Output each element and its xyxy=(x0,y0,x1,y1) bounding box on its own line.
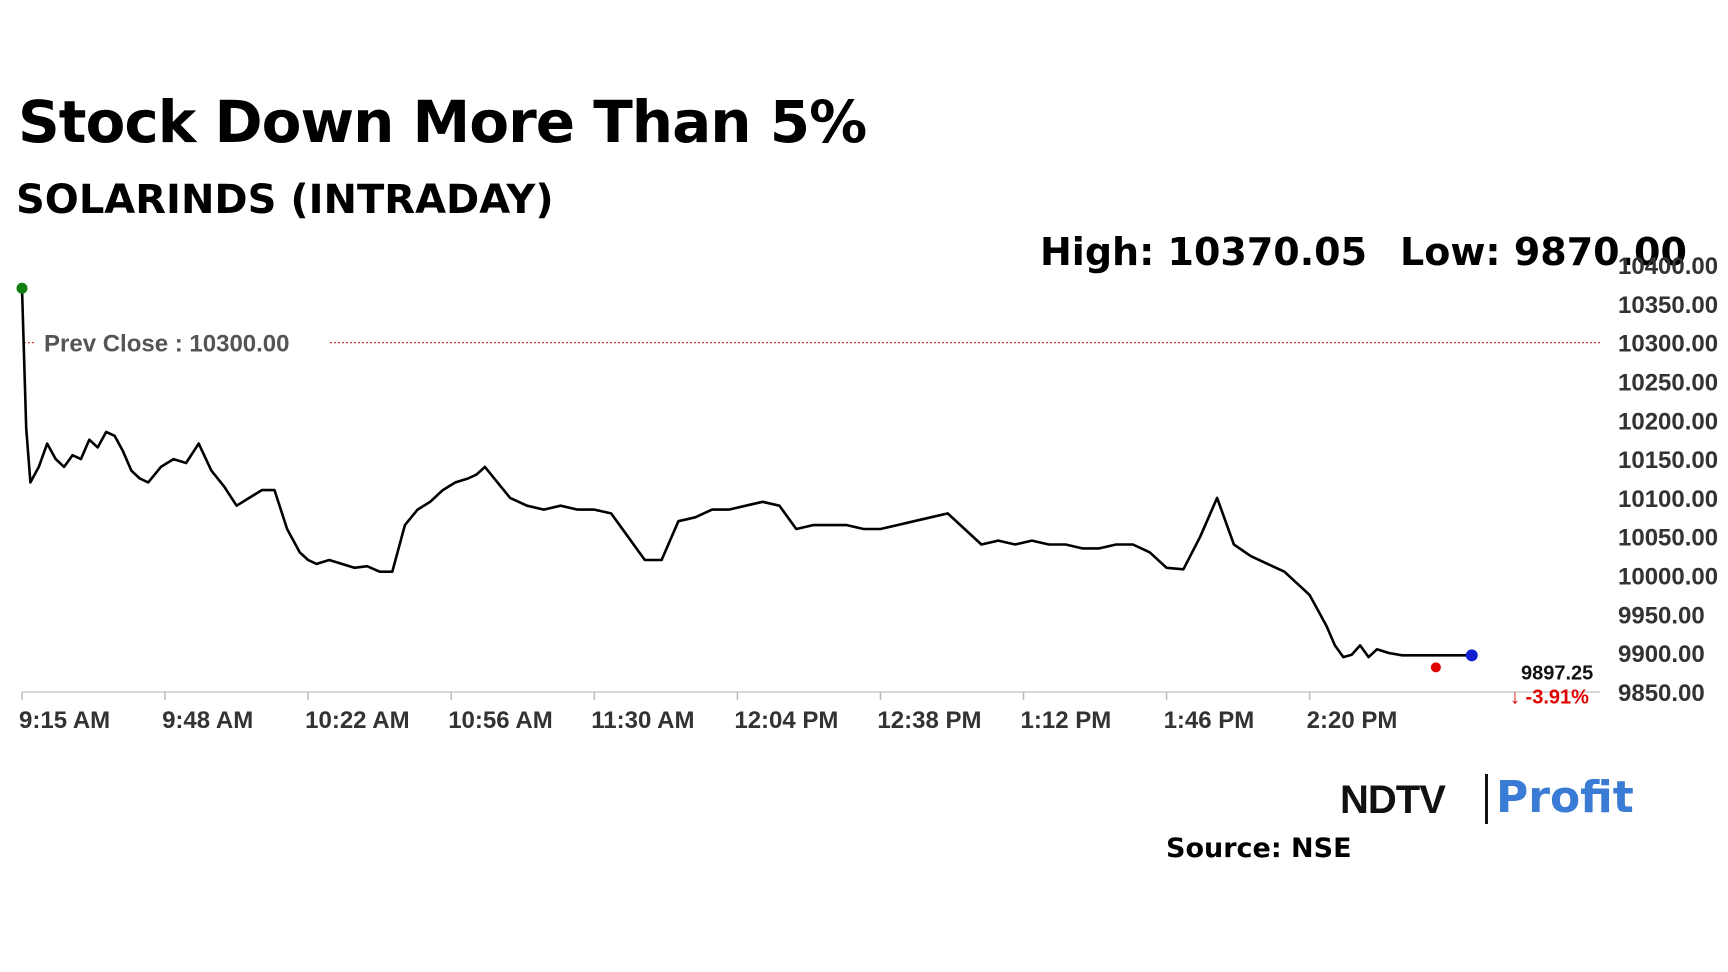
y-tick-label: 10200.00 xyxy=(1618,408,1718,435)
x-tick-label: 1:12 PM xyxy=(1021,707,1112,734)
open-marker xyxy=(16,282,28,294)
ndtv-logo-text: NDTV xyxy=(1340,778,1446,822)
y-tick-label: 10100.00 xyxy=(1618,486,1718,513)
low-marker xyxy=(1430,662,1441,673)
y-tick-label: 10250.00 xyxy=(1618,369,1718,396)
y-tick-label: 10400.00 xyxy=(1618,253,1718,280)
x-tick-label: 9:48 AM xyxy=(162,707,253,734)
x-tick-label: 10:22 AM xyxy=(305,707,409,734)
x-tick-label: 11:30 AM xyxy=(591,707,694,734)
logo-divider xyxy=(1485,774,1488,824)
y-tick-label: 10150.00 xyxy=(1618,447,1718,474)
low-stat: Low: 9870.00 xyxy=(1400,230,1687,274)
chart-subtitle: SOLARINDS (INTRADAY) xyxy=(16,177,554,223)
y-tick-label: 9850.00 xyxy=(1618,680,1705,707)
y-tick-label: 10000.00 xyxy=(1618,564,1718,591)
x-tick-label: 1:46 PM xyxy=(1164,707,1255,734)
intraday-line-chart: 10400.00 10350.00 10300.00 10250.00 10200.00… xyxy=(16,253,1718,734)
chart-title: Stock Down More Than 5% xyxy=(18,88,867,156)
y-tick-label: 10050.00 xyxy=(1618,525,1718,552)
y-tick-label: 9950.00 xyxy=(1618,602,1705,629)
ndtv-profit-logo: NDTV Profit xyxy=(1340,772,1640,828)
x-tick-label: 12:38 PM xyxy=(877,707,981,734)
last-value-label: 9897.25 xyxy=(1521,662,1593,684)
source-note: Source: NSE xyxy=(1166,833,1352,864)
x-tick-label: 10:56 AM xyxy=(448,707,552,734)
x-tick-label: 9:15 AM xyxy=(19,707,110,734)
y-tick-label: 9900.00 xyxy=(1618,641,1705,668)
y-tick-label: 10350.00 xyxy=(1618,292,1718,319)
last-marker xyxy=(1465,649,1478,662)
y-tick-label: 10300.00 xyxy=(1618,331,1718,358)
high-stat: High: 10370.05 xyxy=(1040,230,1368,274)
profit-logo-text: Profit xyxy=(1496,772,1634,823)
change-percent-label: ↓ -3.91% xyxy=(1510,686,1589,708)
x-tick-label: 12:04 PM xyxy=(734,707,838,734)
x-tick-label: 2:20 PM xyxy=(1307,707,1398,734)
price-line xyxy=(20,288,1474,659)
prev-close-label: Prev Close : 10300.00 xyxy=(44,331,290,358)
